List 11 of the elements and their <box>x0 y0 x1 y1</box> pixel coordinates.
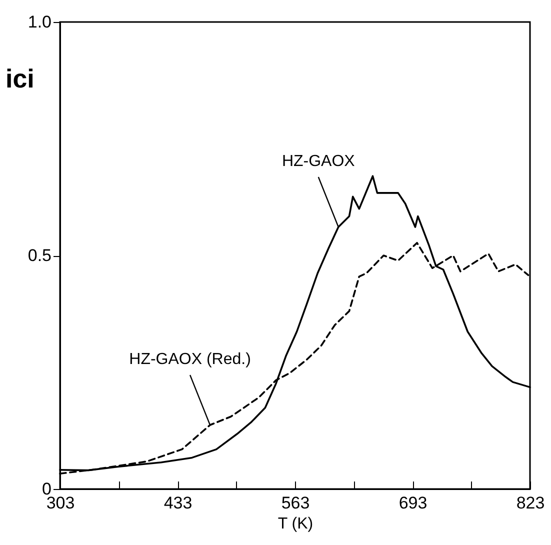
annotation: HZ-GAOX <box>282 153 356 170</box>
y-tick-label: 1.0 <box>28 12 52 32</box>
y-axis-title: ici <box>6 64 34 94</box>
annotation: HZ-GAOX (Red.) <box>129 351 251 368</box>
x-tick-label: 563 <box>281 494 310 512</box>
x-axis-title: T (K) <box>278 516 314 532</box>
x-tick-label: 823 <box>516 494 545 512</box>
y-tick-label: 0.5 <box>28 246 52 265</box>
x-tick-label: 693 <box>398 494 428 512</box>
x-tick-label: 433 <box>164 494 192 512</box>
x-tick-label: 303 <box>46 494 75 512</box>
